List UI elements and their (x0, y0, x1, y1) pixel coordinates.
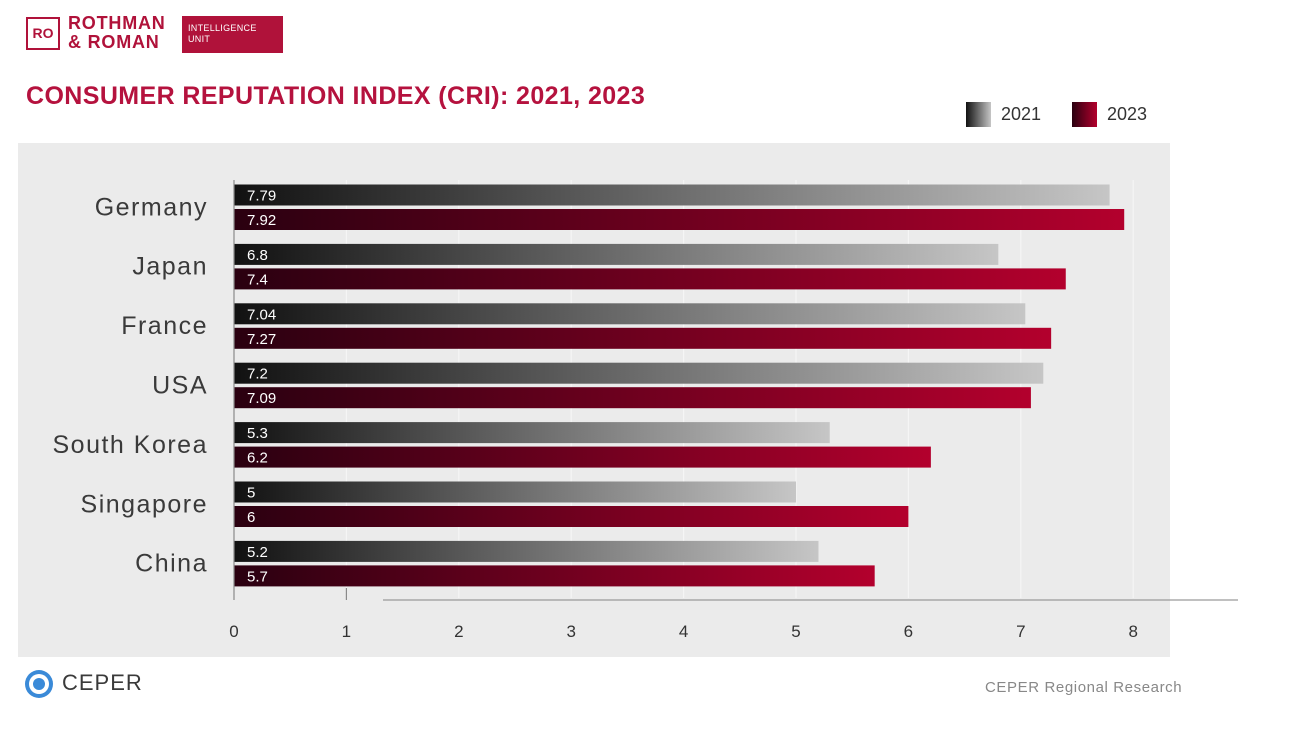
data-label-2021-usa: 7.2 (247, 366, 268, 383)
bar-2023-japan (234, 268, 1066, 290)
x-tick-label-0: 0 (229, 622, 238, 641)
brand-name-line2: & ROMAN (68, 32, 160, 52)
data-label-2021-france: 7.04 (247, 306, 276, 323)
data-label-2021-south-korea: 5.3 (247, 425, 268, 442)
bar-2023-france (234, 327, 1052, 349)
bar-2023-singapore (234, 506, 909, 527)
data-label-2023-france: 7.27 (247, 331, 276, 348)
data-label-2023-japan: 7.4 (247, 271, 268, 288)
data-label-2021-singapore: 5 (247, 485, 255, 502)
data-label-2023-usa: 7.09 (247, 390, 276, 407)
x-tick-label-1: 1 (342, 622, 351, 641)
legend-label-2023: 2023 (1107, 104, 1148, 124)
bar-2021-germany (234, 184, 1110, 206)
ceper-circle-icon (24, 669, 54, 699)
data-label-2023-germany: 7.92 (247, 212, 276, 229)
data-label-2021-china: 5.2 (247, 544, 268, 561)
x-tick-label-6: 6 (904, 622, 913, 641)
bar-2021-japan (234, 243, 999, 265)
unit-line2: UNIT (188, 34, 211, 44)
x-tick-label-3: 3 (566, 622, 575, 641)
data-label-2023-south-korea: 6.2 (247, 450, 268, 467)
bar-2021-south-korea (234, 422, 830, 444)
bar-2023-china (234, 565, 875, 587)
bar-2023-germany (234, 209, 1125, 230)
category-label-japan: Japan (132, 253, 208, 281)
legend-swatch-2023 (1072, 102, 1097, 127)
category-label-singapore: Singapore (81, 490, 208, 518)
brand-name-line1: ROTHMAN (68, 13, 166, 33)
intelligence-unit-badge: INTELLIGENCE UNIT (182, 16, 283, 53)
legend-swatch-2021 (966, 102, 991, 127)
category-label-china: China (135, 550, 208, 578)
category-label-south-korea: South Korea (53, 431, 209, 459)
x-tick-label-2: 2 (454, 622, 463, 641)
chart-title: CONSUMER REPUTATION INDEX (CRI): 2021, 2… (26, 82, 646, 110)
x-tick-label-5: 5 (791, 622, 800, 641)
footer-source-text: CEPER Regional Research (985, 679, 1183, 696)
legend-item-2021: 2021 (966, 102, 1041, 127)
data-label-2023-china: 5.7 (247, 568, 268, 585)
brand-monogram-logo: RO (26, 17, 60, 50)
bar-2021-usa (234, 362, 1044, 384)
bar-2021-china (234, 540, 819, 562)
category-label-usa: USA (152, 371, 208, 399)
category-label-france: France (121, 312, 208, 340)
data-label-2023-singapore: 6 (247, 509, 255, 526)
legend-item-2023: 2023 (1072, 102, 1147, 127)
data-label-2021-japan: 6.8 (247, 247, 268, 264)
bar-2021-singapore (234, 481, 796, 503)
legend-label-2021: 2021 (1001, 104, 1042, 124)
data-label-2021-germany: 7.79 (247, 188, 276, 205)
unit-line1: INTELLIGENCE (188, 23, 257, 33)
category-label-germany: Germany (95, 193, 208, 221)
x-tick-label-8: 8 (1128, 622, 1137, 641)
brand-name-logo: ROTHMAN & ROMAN (68, 14, 166, 52)
x-tick-label-4: 4 (679, 622, 688, 641)
bar-2023-south-korea (234, 446, 931, 468)
footer-org-name: CEPER (62, 670, 143, 695)
bar-2023-usa (234, 387, 1031, 409)
bar-2021-france (234, 303, 1026, 325)
x-tick-label-7: 7 (1016, 622, 1025, 641)
